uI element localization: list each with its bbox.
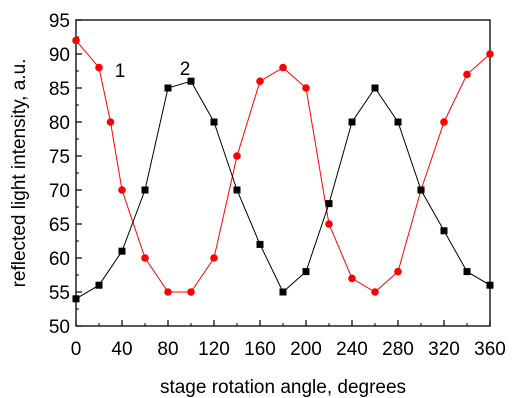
data-point [118, 186, 126, 194]
series-1 [72, 36, 494, 296]
y-tick-label: 55 [49, 283, 70, 304]
x-tick-label: 240 [336, 339, 368, 360]
x-tick-label: 320 [428, 339, 460, 360]
data-point [279, 288, 287, 296]
data-point [371, 288, 379, 296]
data-point [348, 118, 356, 126]
data-point [394, 118, 402, 126]
y-tick-label: 95 [49, 11, 70, 32]
data-point [72, 36, 80, 45]
x-tick-label: 80 [157, 339, 178, 360]
data-point [302, 84, 310, 92]
data-point [233, 186, 241, 194]
data-point [279, 63, 287, 72]
data-point [440, 118, 448, 126]
data-point [463, 70, 471, 79]
y-tick-label: 80 [49, 113, 70, 134]
data-point [187, 77, 195, 85]
data-point [164, 288, 172, 296]
y-tick-label: 60 [49, 249, 70, 270]
data-point [95, 281, 103, 289]
data-point [394, 267, 402, 276]
series-line [75, 80, 491, 300]
data-point [233, 152, 241, 160]
x-tick-label: 160 [244, 339, 276, 360]
data-point [417, 186, 425, 194]
series-line [75, 40, 491, 293]
x-tick-label: 0 [71, 339, 82, 360]
data-point [371, 84, 379, 92]
y-tick-label: 75 [49, 147, 70, 168]
data-point [141, 254, 149, 262]
x-axis: 0 40 80 120 160 200 240 280 320 360 [71, 320, 506, 360]
x-tick-label: 40 [111, 339, 132, 360]
data-point [141, 186, 149, 194]
data-point [348, 274, 356, 283]
data-point [164, 84, 172, 92]
data-point [106, 118, 115, 126]
data-point [210, 254, 218, 262]
data-point [302, 268, 310, 276]
data-point [486, 281, 494, 289]
series-2 [72, 77, 494, 303]
data-point [440, 227, 448, 235]
data-point [187, 288, 195, 296]
y-tick-label: 50 [49, 317, 70, 338]
x-tick-label: 280 [382, 339, 414, 360]
data-point [72, 295, 80, 303]
data-point [325, 200, 333, 208]
series-layer [72, 36, 494, 303]
y-tick-label: 70 [49, 181, 70, 202]
y-tick-label: 65 [49, 215, 70, 236]
data-point [486, 50, 494, 58]
y-tick-label: 85 [49, 79, 70, 100]
y-axis-title: reflected light intensity, a.u. [9, 59, 30, 288]
y-tick-label: 90 [49, 45, 70, 66]
y-axis: 50 55 60 65 70 75 80 85 90 95 [49, 11, 82, 338]
x-axis-title: stage rotation angle, degrees [160, 377, 406, 398]
series-label: 1 [115, 61, 126, 82]
data-point [118, 247, 126, 255]
data-point [463, 268, 471, 276]
data-point [95, 63, 103, 72]
x-tick-label: 200 [290, 339, 322, 360]
series-label: 2 [180, 59, 191, 80]
data-point [325, 220, 333, 228]
x-tick-label: 120 [198, 339, 230, 360]
x-tick-label: 360 [474, 339, 506, 360]
data-point [210, 118, 218, 126]
data-point [256, 240, 264, 248]
data-point [256, 77, 264, 85]
